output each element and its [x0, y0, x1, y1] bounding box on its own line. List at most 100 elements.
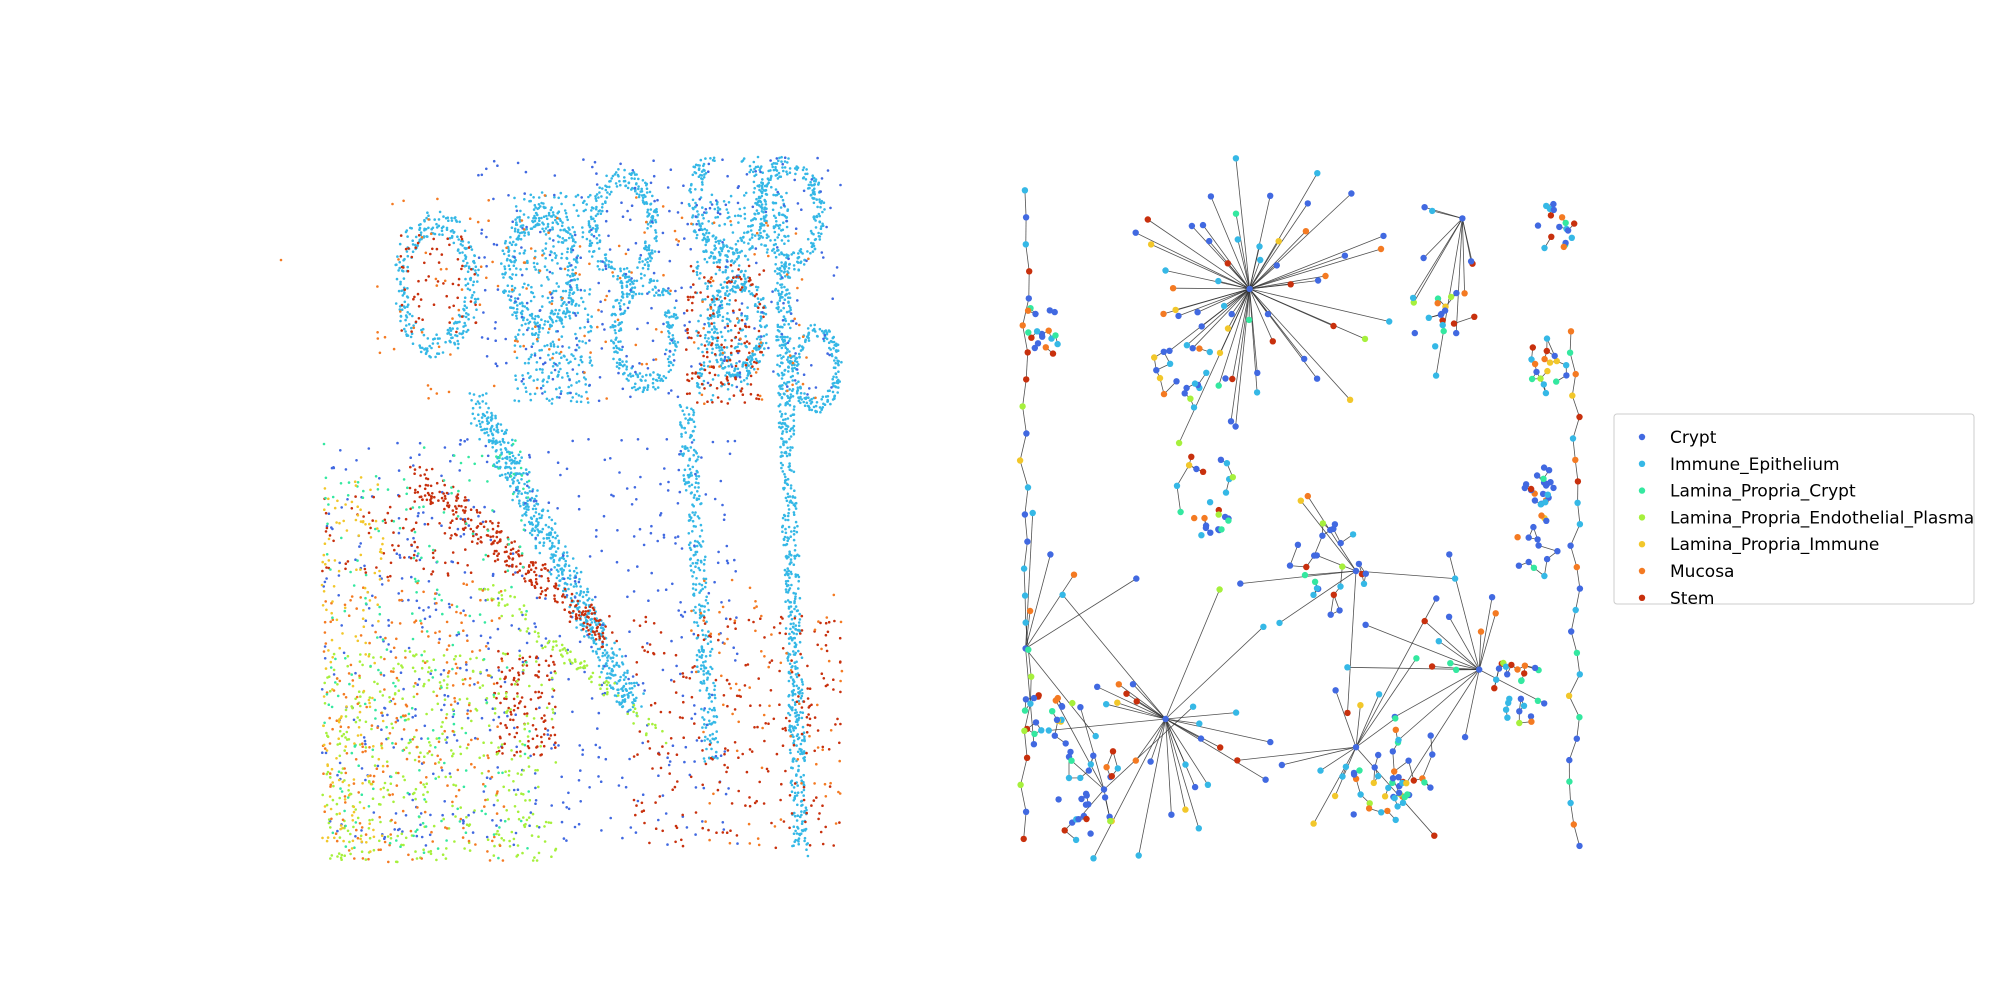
scatter-point: [786, 172, 789, 176]
scatter-point: [798, 612, 801, 616]
scatter-point: [598, 623, 602, 626]
scatter-point: [586, 587, 589, 591]
scatter-point: [612, 274, 615, 278]
scatter-point: [728, 299, 732, 302]
scatter-point: [764, 341, 768, 345]
scatter-point: [684, 489, 688, 492]
scatter-point: [616, 277, 619, 281]
scatter-point: [656, 213, 659, 217]
scatter-point: [647, 252, 651, 255]
scatter-point: [696, 334, 699, 337]
scatter-point: [523, 523, 527, 527]
scatter-point: [565, 839, 568, 842]
scatter-point: [466, 287, 470, 291]
scatter-point: [792, 408, 796, 411]
scatter-point: [795, 774, 798, 777]
scatter-point: [590, 364, 594, 367]
scatter-point: [505, 457, 509, 461]
scatter-point: [796, 299, 799, 302]
scatter-point: [671, 341, 675, 345]
scatter-point: [430, 346, 433, 350]
scatter-point: [619, 313, 622, 316]
scatter-point: [794, 595, 797, 598]
scatter-point: [810, 241, 813, 245]
scatter-point: [751, 233, 754, 236]
scatter-point: [607, 260, 611, 263]
scatter-point: [805, 848, 808, 851]
scatter-point: [794, 708, 797, 712]
scatter-point: [551, 541, 554, 545]
scatter-point: [819, 410, 822, 414]
scatter-point: [557, 316, 560, 319]
scatter-point: [722, 828, 726, 831]
scatter-point: [796, 202, 800, 205]
scatter-point: [787, 615, 791, 618]
scatter-point: [456, 249, 460, 252]
scatter-point: [651, 288, 655, 291]
scatter-point: [553, 531, 557, 534]
scatter-point: [804, 340, 807, 344]
scatter-point: [529, 568, 533, 571]
scatter-point: [491, 521, 494, 525]
scatter-point: [556, 461, 560, 465]
scatter-point: [699, 589, 703, 592]
scatter-point: [553, 522, 557, 525]
scatter-point: [480, 336, 484, 339]
scatter-point: [796, 386, 800, 390]
scatter-point: [465, 306, 469, 310]
scatter-point: [651, 381, 655, 385]
scatter-point: [694, 188, 697, 191]
scatter-point: [691, 198, 695, 202]
scatter-point: [726, 255, 729, 258]
scatter-point: [671, 334, 675, 337]
scatter-point: [683, 413, 686, 416]
scatter-point: [439, 673, 443, 676]
scatter-point: [692, 570, 696, 574]
scatter-point: [794, 352, 797, 355]
scatter-point: [815, 334, 819, 338]
scatter-point: [399, 671, 403, 674]
scatter-point: [564, 211, 568, 215]
scatter-point: [470, 399, 473, 402]
scatter-point: [404, 230, 408, 234]
scatter-point: [396, 441, 399, 445]
scatter-point: [724, 293, 727, 297]
scatter-point: [665, 348, 668, 352]
scatter-point: [653, 294, 656, 297]
scatter-point: [789, 395, 792, 399]
scatter-point: [561, 601, 564, 604]
scatter-point: [702, 162, 706, 166]
scatter-point: [793, 840, 796, 843]
scatter-point: [693, 760, 696, 763]
scatter-point: [714, 236, 718, 239]
scatter-point: [533, 321, 536, 324]
scatter-point: [799, 349, 803, 352]
scatter-point: [834, 372, 838, 376]
scatter-point: [631, 169, 635, 172]
scatter-point: [471, 412, 475, 416]
scatter-point: [793, 267, 796, 271]
scatter-point: [655, 239, 658, 243]
scatter-point: [717, 345, 721, 349]
scatter-point: [795, 684, 798, 688]
scatter-point: [710, 722, 714, 725]
scatter-point: [695, 550, 699, 554]
scatter-point: [702, 569, 706, 572]
scatter-point: [634, 699, 637, 702]
scatter-point: [753, 167, 756, 171]
scatter-point: [794, 726, 797, 730]
scatter-point: [742, 235, 745, 239]
scatter-point: [440, 229, 444, 233]
scatter-point: [380, 583, 384, 586]
scatter-point: [404, 814, 408, 817]
scatter-point: [799, 395, 802, 399]
scatter-point: [514, 378, 518, 382]
scatter-point: [494, 416, 497, 420]
scatter-point: [477, 419, 481, 423]
scatter-point: [525, 267, 528, 271]
scatter-point: [430, 467, 434, 471]
scatter-point: [593, 219, 596, 223]
scatter-point: [785, 584, 789, 588]
scatter-point: [473, 254, 476, 257]
scatter-point: [507, 254, 511, 257]
